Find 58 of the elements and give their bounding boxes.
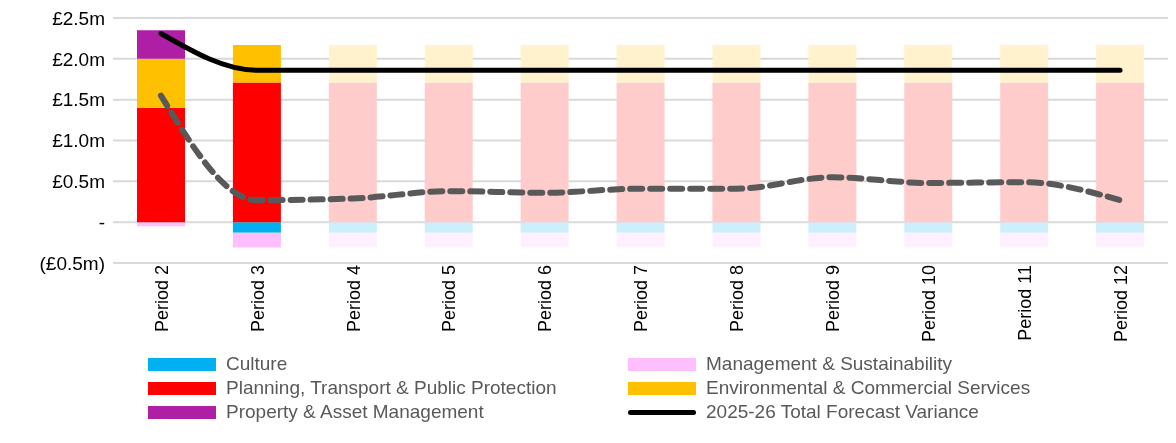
bar [232, 82, 281, 223]
bar [232, 232, 281, 248]
y-tick-label: £0.5m [52, 171, 105, 193]
bar [808, 232, 857, 248]
legend-label: 2025-26 Total Forecast Variance [706, 401, 979, 423]
legend-label: Property & Asset Management [226, 401, 484, 423]
x-tick-label: Period 4 [343, 265, 364, 333]
bar [808, 82, 857, 223]
legend-label: Environmental & Commercial Services [706, 377, 1031, 399]
bar [424, 222, 473, 233]
x-tick-label: Period 12 [1110, 265, 1131, 343]
bar [520, 232, 569, 248]
y-tick-label: £2.0m [52, 48, 105, 70]
bar [712, 222, 761, 233]
bar [232, 222, 281, 233]
y-tick-label: £1.5m [52, 89, 105, 111]
x-tick-label: Period 9 [823, 265, 844, 333]
bar [424, 82, 473, 223]
bar [328, 222, 377, 233]
bar [1000, 222, 1049, 233]
bar [808, 222, 857, 233]
bar [328, 82, 377, 223]
bar [424, 232, 473, 248]
x-tick-label: Period 11 [1014, 265, 1035, 341]
bar [1096, 82, 1145, 223]
bar [616, 222, 665, 233]
bar [712, 82, 761, 223]
bar [1000, 232, 1049, 248]
legend-label: Culture [226, 353, 288, 375]
x-tick-label: Period 6 [535, 265, 556, 333]
bar [520, 222, 569, 233]
bar [1000, 82, 1049, 223]
x-tick-label: Period 5 [439, 265, 460, 333]
x-tick-label: Period 7 [631, 265, 652, 333]
bar [904, 82, 953, 223]
bar [616, 82, 665, 223]
legend-label: Planning, Transport & Public Protection [226, 377, 557, 399]
y-tick-label: - [98, 211, 105, 233]
x-tick-label: Period 3 [247, 265, 268, 333]
bar [520, 82, 569, 223]
y-tick-label: £2.5m [52, 7, 105, 29]
bar [1096, 44, 1145, 83]
bar [328, 232, 377, 248]
bar [1096, 222, 1145, 233]
y-tick-label: £1.0m [52, 130, 105, 152]
bar [137, 58, 185, 108]
x-tick-label: Period 2 [151, 265, 172, 333]
bar [1096, 232, 1145, 248]
legend-label: Management & Sustainability [706, 353, 953, 375]
x-tick-label: Period 8 [727, 265, 748, 333]
bar [137, 222, 185, 227]
bar [904, 222, 953, 233]
y-tick-label: (£0.5m) [39, 252, 105, 274]
bar [904, 232, 953, 248]
bar [712, 232, 761, 248]
bar [137, 107, 185, 223]
bar [616, 232, 665, 248]
x-tick-label: Period 10 [919, 265, 940, 343]
